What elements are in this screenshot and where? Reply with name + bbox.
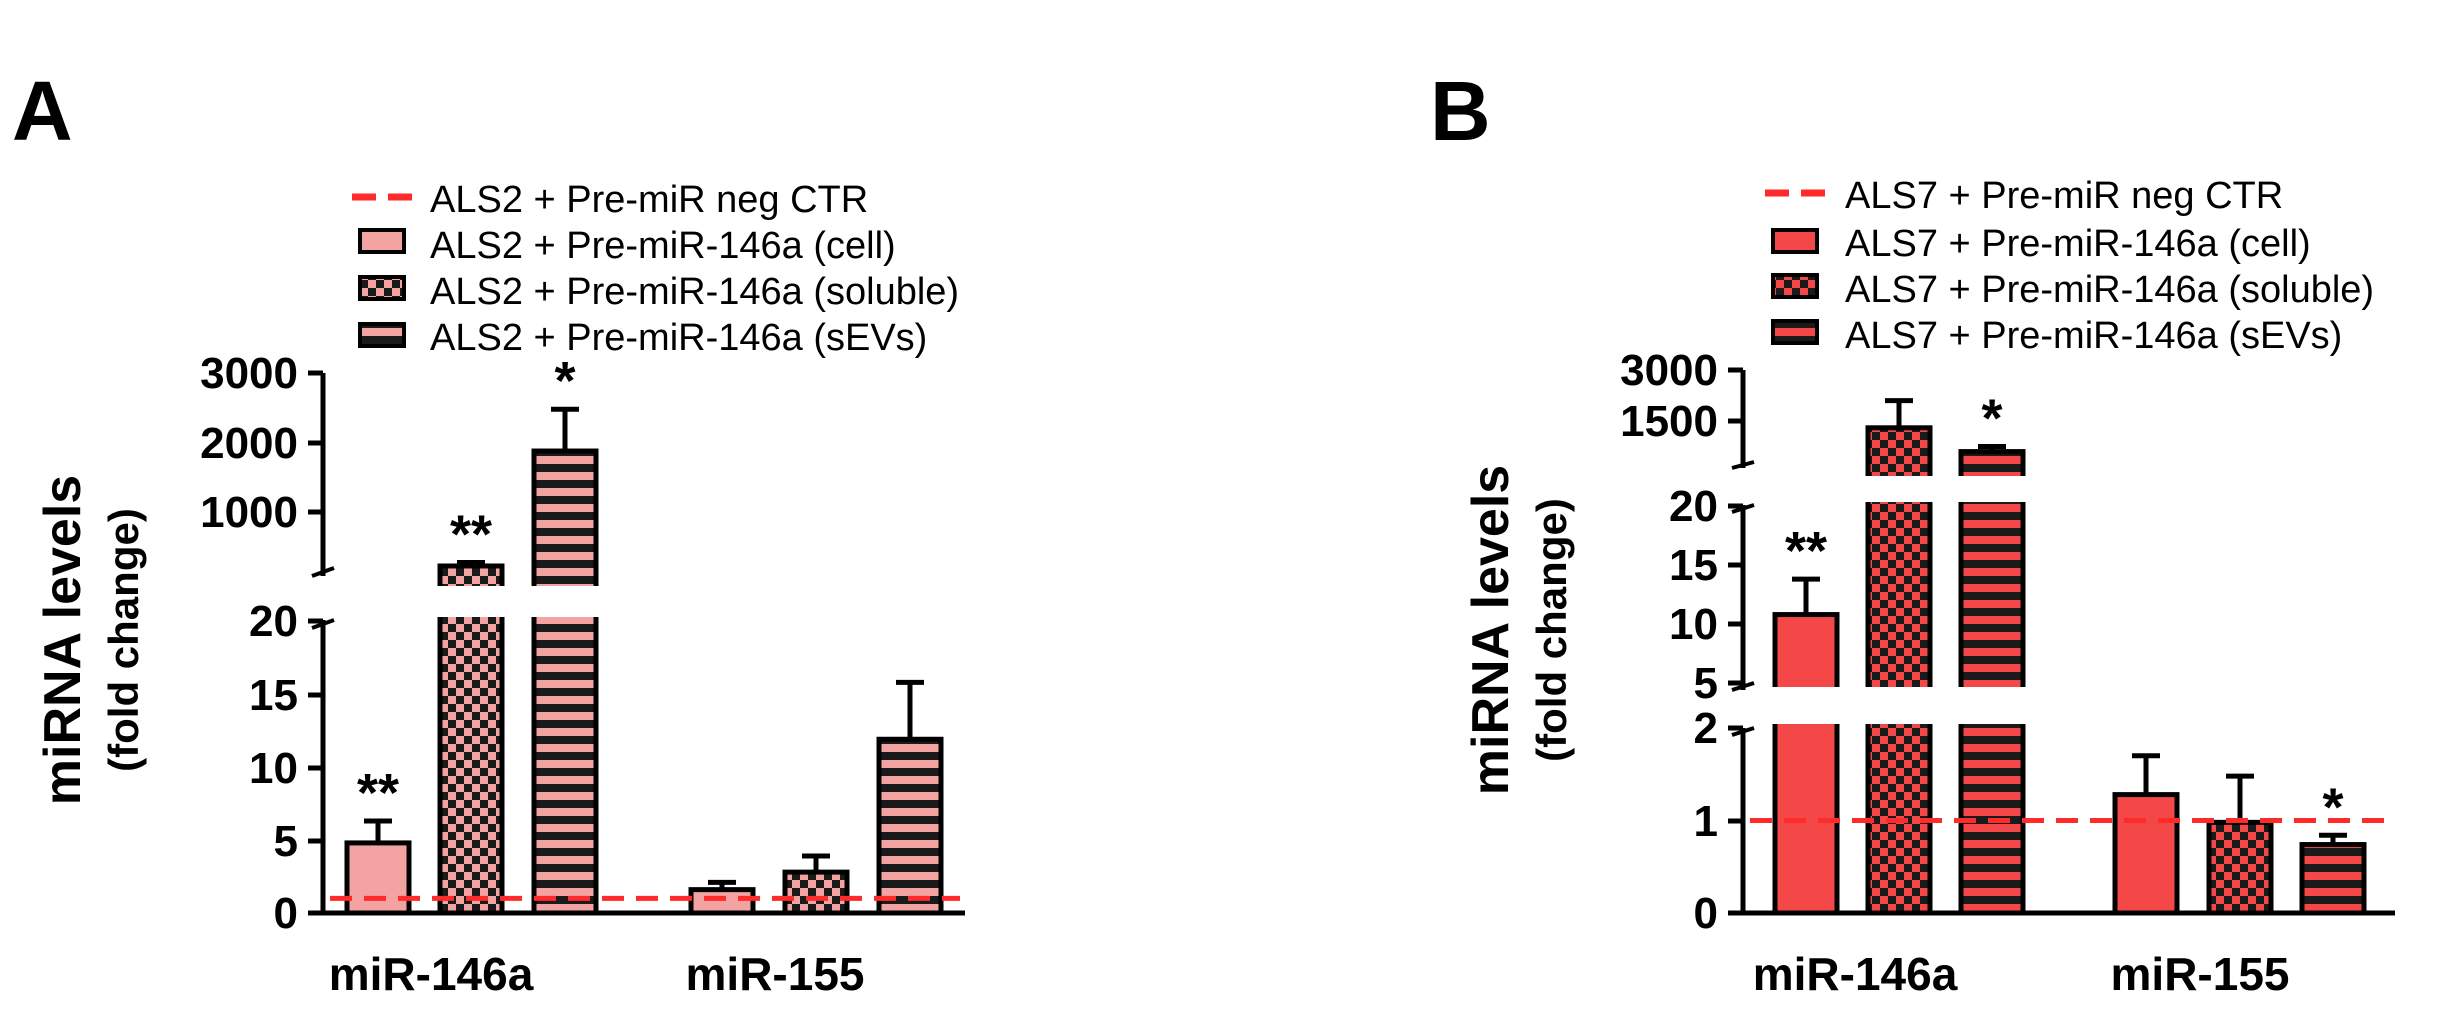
significance-b: **** <box>1785 389 2344 838</box>
legend-a-cell-swatch <box>358 228 406 254</box>
axis-break-mask <box>1769 687 1843 724</box>
legend-b-sevs-swatch <box>1771 319 1819 345</box>
y-tick-a-15: 15 <box>249 671 298 720</box>
y-axis-title-a: miRNA levels (fold change) <box>34 475 147 805</box>
y-tick-a-3000: 3000 <box>200 349 298 398</box>
y-tick-b-10: 10 <box>1669 600 1718 649</box>
legend-a-sevs-label: ALS2 + Pre-miR-146a (sEVs) <box>430 317 927 359</box>
y-tick-b-3000: 3000 <box>1620 346 1718 395</box>
x-tick-a-mir155: miR-155 <box>686 948 865 1000</box>
y-tick-a-10: 10 <box>249 744 298 793</box>
axis-break-mask <box>1862 687 1936 724</box>
y-ticks-a: 0 5 10 15 20 1000 2000 3000 <box>200 349 298 938</box>
legend-a-ref-label: ALS2 + Pre-miR neg CTR <box>430 179 868 221</box>
axis-break-mask <box>1955 687 2029 724</box>
significance-a-s2-c0: * <box>554 351 575 411</box>
legend-a-sevs-swatch <box>358 322 406 348</box>
axis-break-mask <box>434 586 508 617</box>
significance-a-s0-c0: ** <box>357 763 399 823</box>
y-tick-b-20: 20 <box>1669 482 1718 531</box>
significance-a-s1-c0: ** <box>450 504 492 564</box>
significance-b-s0-c0: ** <box>1785 521 1827 581</box>
y-tick-a-2000: 2000 <box>200 419 298 468</box>
legend-b: ALS7 + Pre-miR neg CTR ALS7 + Pre-miR-14… <box>1765 175 2374 357</box>
bar-a-s1-c1 <box>782 869 850 916</box>
legend-a-cell-label: ALS2 + Pre-miR-146a (cell) <box>430 225 896 267</box>
legend-b-soluble-swatch <box>1771 273 1819 299</box>
panel-label-b: B <box>1430 64 1491 158</box>
y-axis-title-a-line2: (fold change) <box>100 508 147 772</box>
y-tick-b-1: 1 <box>1694 797 1718 846</box>
legend-b-soluble-label: ALS7 + Pre-miR-146a (soluble) <box>1845 269 2374 311</box>
y-tick-a-0: 0 <box>274 889 298 938</box>
panel-label-a: A <box>12 64 73 158</box>
legend-b-cell-swatch <box>1771 228 1819 254</box>
x-tick-a-mir146a: miR-146a <box>329 948 534 1000</box>
legend-a-soluble-label: ALS2 + Pre-miR-146a (soluble) <box>430 271 959 313</box>
bar-a-s2-c0 <box>531 448 599 916</box>
axis-break-mask <box>528 586 602 617</box>
bar-b-s0-c1 <box>2112 792 2180 916</box>
legend-b-ref-label: ALS7 + Pre-miR neg CTR <box>1845 175 2283 217</box>
axes-b <box>1728 367 2395 916</box>
y-tick-b-5: 5 <box>1694 659 1718 708</box>
y-tick-b-2: 2 <box>1694 704 1718 753</box>
bars-b <box>1769 398 2367 916</box>
y-tick-a-1000: 1000 <box>200 488 298 537</box>
significance-a: ***** <box>357 351 576 823</box>
legend-a: ALS2 + Pre-miR neg CTR ALS2 + Pre-miR-14… <box>352 179 959 359</box>
y-ticks-b: 0 1 2 5 10 15 20 1500 3000 <box>1620 346 1718 938</box>
y-axis-title-b-line2: (fold change) <box>1528 498 1575 762</box>
legend-b-sevs-label: ALS7 + Pre-miR-146a (sEVs) <box>1845 315 2342 357</box>
y-axis-title-a-line1: miRNA levels <box>34 475 92 805</box>
bar-b-s0-c0 <box>1772 612 1840 916</box>
legend-a-soluble-swatch <box>358 275 406 301</box>
bar-a-s2-c1 <box>876 736 944 916</box>
legend-b-cell-label: ALS7 + Pre-miR-146a (cell) <box>1845 223 2311 265</box>
significance-b-s2-c0: * <box>1981 389 2002 449</box>
x-tick-b-mir146a: miR-146a <box>1753 948 1958 1000</box>
bar-a-s1-c0 <box>437 563 505 916</box>
bar-b-s1-c1 <box>2206 819 2274 916</box>
y-tick-b-1500: 1500 <box>1620 397 1718 446</box>
y-axis-title-b-line1: miRNA levels <box>1462 465 1520 795</box>
y-axis-title-b: miRNA levels (fold change) <box>1462 465 1575 795</box>
x-tick-b-mir155: miR-155 <box>2111 948 2290 1000</box>
bars-a <box>344 406 944 916</box>
axes-a <box>308 370 965 916</box>
axis-break-mask <box>1862 476 1936 502</box>
bar-b-s2-c1 <box>2299 842 2367 916</box>
bar-a-s0-c1 <box>688 887 756 916</box>
y-tick-b-15: 15 <box>1669 541 1718 590</box>
y-tick-a-20: 20 <box>249 597 298 646</box>
bar-b-s2-c0 <box>1958 449 2026 916</box>
y-tick-b-0: 0 <box>1694 889 1718 938</box>
significance-b-s2-c1: * <box>2322 777 2343 837</box>
bar-a-s0-c0 <box>344 840 412 916</box>
axis-break-mask <box>1955 476 2029 502</box>
y-tick-a-5: 5 <box>274 817 298 866</box>
bar-b-s1-c0 <box>1865 425 1933 916</box>
